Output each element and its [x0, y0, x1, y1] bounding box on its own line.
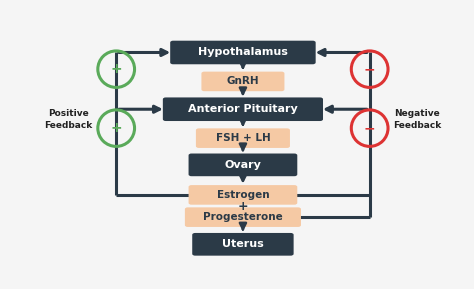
FancyBboxPatch shape	[196, 128, 290, 148]
Text: +: +	[110, 62, 122, 76]
Text: GnRH: GnRH	[227, 76, 259, 86]
FancyBboxPatch shape	[170, 41, 316, 64]
Text: Positive
Feedback: Positive Feedback	[44, 109, 92, 130]
Text: Anterior Pituitary: Anterior Pituitary	[188, 104, 298, 114]
Text: Ovary: Ovary	[225, 160, 261, 170]
FancyBboxPatch shape	[189, 153, 297, 176]
Text: −: −	[364, 62, 375, 76]
Text: Estrogen: Estrogen	[217, 190, 269, 200]
Text: Negative
Feedback: Negative Feedback	[393, 109, 442, 130]
FancyBboxPatch shape	[201, 72, 284, 91]
Text: Uterus: Uterus	[222, 239, 264, 249]
Text: +: +	[110, 121, 122, 135]
FancyBboxPatch shape	[192, 233, 293, 256]
FancyBboxPatch shape	[189, 185, 297, 205]
FancyBboxPatch shape	[163, 97, 323, 121]
FancyBboxPatch shape	[185, 208, 301, 227]
Text: +: +	[237, 199, 248, 212]
Text: Progesterone: Progesterone	[203, 212, 283, 222]
Text: Hypothalamus: Hypothalamus	[198, 47, 288, 58]
Text: −: −	[364, 121, 375, 135]
Text: FSH + LH: FSH + LH	[216, 133, 270, 143]
